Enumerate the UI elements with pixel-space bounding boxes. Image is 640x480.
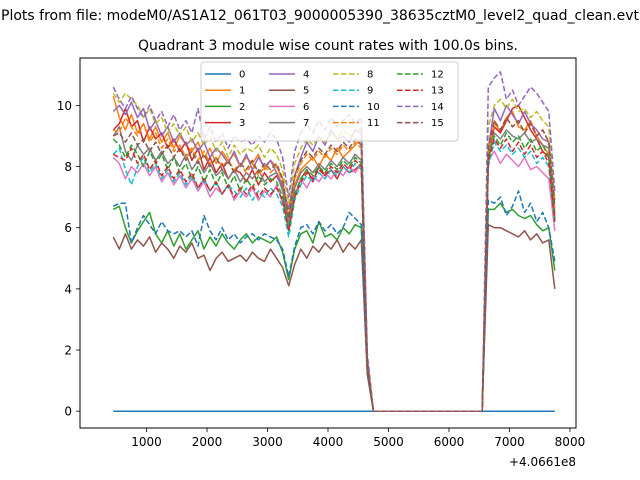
legend-label: 13 [431,86,444,97]
series-line-15 [112,116,556,412]
y-tick-label: 10 [57,99,72,113]
legend-label: 3 [239,118,245,129]
x-tick-label: 8000 [555,435,586,449]
y-axis: 0 2 4 6 8 10 [57,99,80,419]
series-line-11 [112,116,556,412]
legend-label: 9 [367,86,373,97]
legend-label: 2 [239,102,245,113]
y-tick-label: 2 [64,344,72,358]
x-tick-label: 4000 [313,435,344,449]
legend-label: 10 [367,102,380,113]
legend-label: 6 [303,102,309,113]
plot-area: 1000 2000 3000 4000 5000 6000 7000 8000 0246810… [57,57,585,469]
chart-title: Quadrant 3 module wise count rates with … [138,38,518,54]
x-tick-label: 6000 [434,435,465,449]
legend-label: 14 [431,102,444,113]
x-tick-label: 5000 [373,435,404,449]
series-line-12 [112,132,556,412]
y-tick-label: 0 [64,405,72,419]
legend-label: 4 [303,70,309,81]
x-offset-label: +4.0661e8 [509,455,576,469]
figure-suptitle: Plots from file: modeM0/AS1A12_061T03_90… [1,8,639,24]
legend-label: 1 [239,86,245,97]
legend-label: 0 [239,70,245,81]
x-tick-label: 3000 [252,435,283,449]
x-tick-label: 1000 [131,435,162,449]
y-tick-label: 6 [64,221,72,235]
x-tick-label: 7000 [494,435,525,449]
legend-label: 7 [303,118,309,129]
y-tick-label: 4 [64,282,72,296]
legend-label: 8 [367,70,373,81]
x-tick-label: 2000 [192,435,223,449]
legend-label: 15 [431,118,444,129]
x-axis: 1000 2000 3000 4000 5000 6000 7000 8000 [131,428,585,449]
legend-label: 11 [367,118,380,129]
legend-label: 5 [303,86,309,97]
y-tick-label: 8 [64,160,72,174]
legend-box [200,61,459,142]
legend-label: 12 [431,70,444,81]
